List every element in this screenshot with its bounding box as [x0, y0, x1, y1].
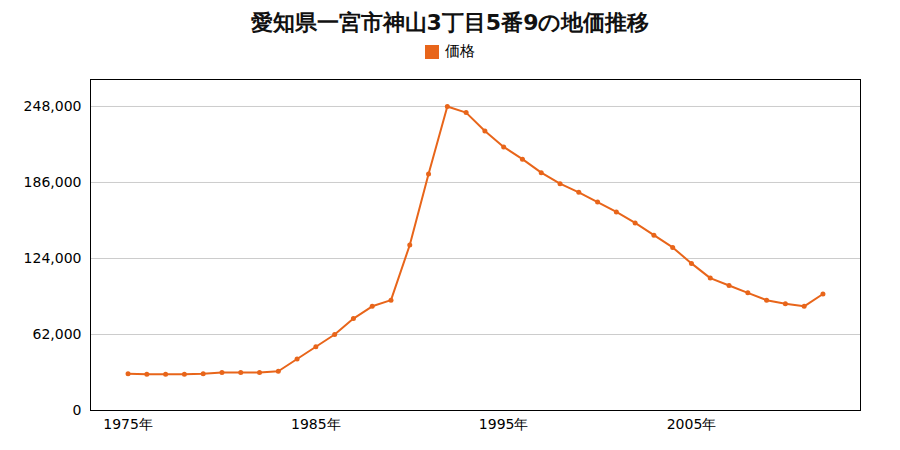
svg-text:124,000: 124,000 [24, 250, 82, 266]
svg-text:1995年: 1995年 [479, 416, 529, 432]
svg-text:248,000: 248,000 [24, 98, 82, 114]
html-text:価格: 価格 [445, 42, 475, 60]
svg-text:1975年: 1975年 [103, 416, 153, 432]
svg-text:0: 0 [73, 402, 82, 418]
html-text:愛知県一宮市神山3丁目5番9の地価推移: 愛知県一宮市神山3丁目5番9の地価推移 [250, 10, 650, 35]
svg-text:1985年: 1985年 [291, 416, 341, 432]
svg-text:62,000: 62,000 [33, 326, 82, 342]
svg-text:2005年: 2005年 [667, 416, 717, 432]
svg-text:186,000: 186,000 [24, 174, 82, 190]
